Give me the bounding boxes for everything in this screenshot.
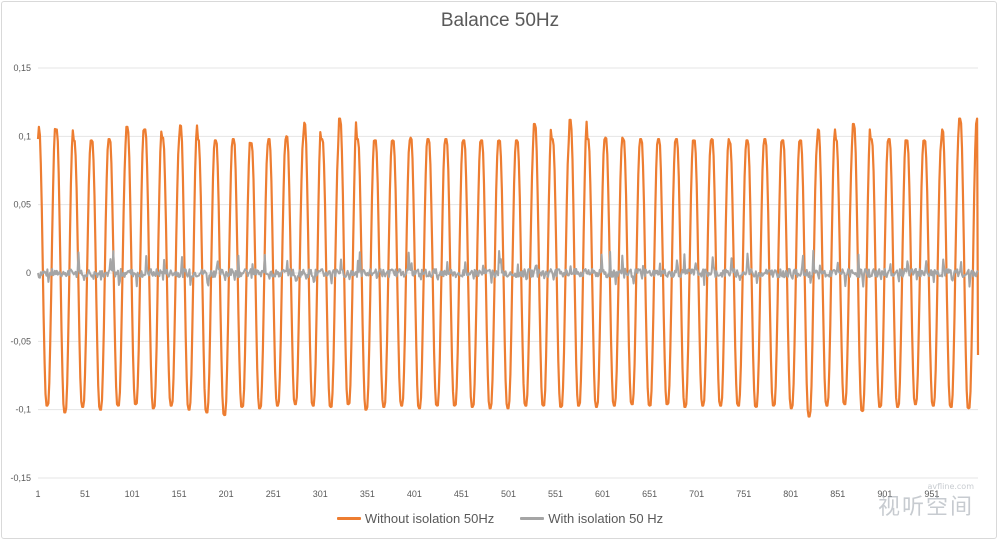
x-tick-label: 451: [454, 489, 469, 499]
watermark: avfline.com 视听空间: [854, 482, 974, 521]
y-tick-label: 0,05: [13, 200, 31, 210]
y-tick-label: 0: [26, 268, 31, 278]
chart-title: Balance 50Hz: [440, 10, 560, 31]
x-tick-label: 151: [172, 489, 187, 499]
series-line-with-isolation: [37, 249, 979, 288]
x-tick-label: 951: [924, 489, 939, 499]
legend-swatch-gray: [520, 517, 545, 520]
x-tick-label: 301: [313, 489, 328, 499]
x-tick-label: 551: [548, 489, 563, 499]
x-tick-label: 351: [360, 489, 375, 499]
y-tick-label: -0,05: [10, 336, 31, 346]
x-tick-label: 751: [736, 489, 751, 499]
series-lines: [36, 117, 980, 418]
watermark-url: avfline.com: [927, 482, 974, 491]
x-tick-label: 401: [407, 489, 422, 499]
x-tick-label: 1: [35, 489, 40, 499]
x-tick-label: 801: [783, 489, 798, 499]
legend-swatch-orange: [336, 517, 361, 520]
x-tick-label: 251: [266, 489, 281, 499]
x-tick-label: 601: [595, 489, 610, 499]
x-tick-label: 651: [642, 489, 657, 499]
legend-label: Without isolation 50Hz: [364, 511, 495, 526]
x-tick-label: 701: [689, 489, 704, 499]
legend-item-with-isolation: With isolation 50 Hz: [520, 511, 663, 526]
series-line-without-isolation: [36, 117, 980, 418]
y-tick-label: -0,1: [15, 405, 31, 415]
x-tick-label: 201: [219, 489, 234, 499]
x-tick-label: 901: [877, 489, 892, 499]
x-tick-label: 51: [80, 489, 90, 499]
x-axis: 1 51 101 151 201 251 301 351 401 451 501 551 601 651 7…: [35, 489, 939, 499]
x-tick-label: 501: [501, 489, 516, 499]
y-axis: 0,15 0,1 0,05 0 -0,05 -0,1 -0,15: [10, 63, 31, 483]
watermark-logo: 视听空间: [877, 495, 974, 520]
legend-item-without-isolation: Without isolation 50Hz: [336, 511, 495, 526]
y-tick-label: 0,1: [18, 131, 31, 141]
y-tick-label: 0,15: [13, 63, 31, 73]
x-tick-label: 101: [125, 489, 140, 499]
legend-label: With isolation 50 Hz: [548, 511, 664, 526]
legend: Without isolation 50Hz With isolation 50…: [0, 511, 1000, 526]
y-tick-label: -0,15: [10, 473, 31, 483]
x-tick-label: 851: [830, 489, 845, 499]
